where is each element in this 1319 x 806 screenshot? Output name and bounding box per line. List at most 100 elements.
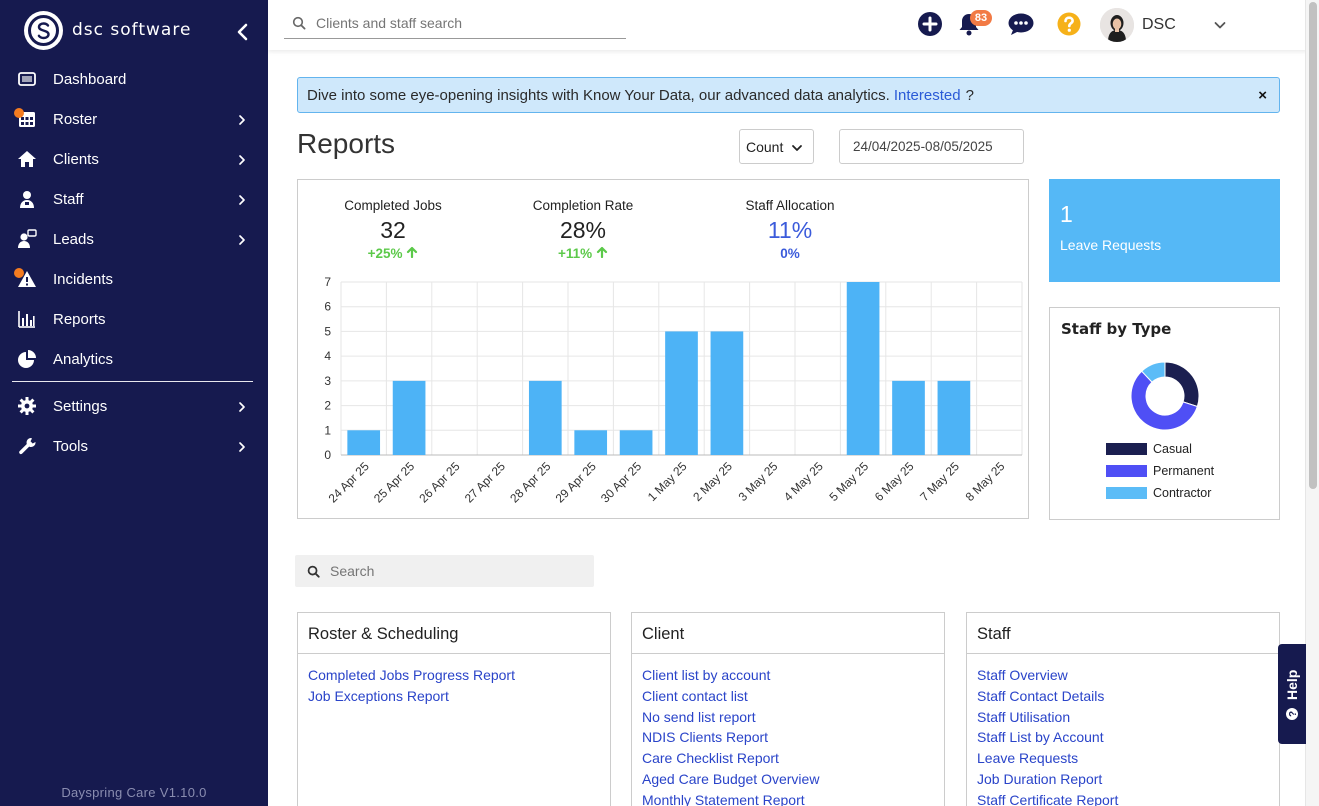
legend-swatch bbox=[1106, 465, 1147, 477]
sidebar-item-reports[interactable]: Reports bbox=[0, 301, 268, 337]
metric-select[interactable]: Count bbox=[739, 129, 814, 164]
stat-staff-allocation: Staff Allocation 11% 0% bbox=[723, 198, 857, 261]
sidebar-item-clients[interactable]: Clients bbox=[0, 141, 268, 177]
user-name[interactable]: DSC bbox=[1142, 16, 1176, 33]
leave-requests-card[interactable]: 1 Leave Requests bbox=[1049, 179, 1280, 282]
logo-mark-icon bbox=[24, 10, 63, 50]
help-tab[interactable]: Help ? bbox=[1278, 644, 1306, 744]
x-tick-label: 28 Apr 25 bbox=[507, 459, 553, 505]
wrench-icon bbox=[17, 436, 37, 456]
user-menu-chevron-down-icon[interactable] bbox=[1213, 18, 1227, 32]
user-avatar[interactable] bbox=[1100, 8, 1134, 42]
add-circle-icon[interactable] bbox=[917, 11, 943, 37]
sidebar-item-label: Settings bbox=[53, 397, 108, 415]
metric-select-value: Count bbox=[746, 138, 784, 155]
legend-label: Permanent bbox=[1153, 464, 1215, 478]
stat-change: +11% bbox=[516, 246, 650, 261]
scrollbar-thumb[interactable] bbox=[1309, 2, 1317, 489]
legend-item-permanent[interactable]: Permanent bbox=[1106, 464, 1214, 478]
sidebar-item-label: Roster bbox=[53, 110, 98, 128]
logo[interactable]: dsc software bbox=[24, 10, 191, 50]
report-category-title: Client bbox=[632, 613, 944, 654]
chart-bar[interactable] bbox=[937, 380, 971, 455]
x-tick-label: 29 Apr 25 bbox=[553, 459, 599, 505]
legend-item-casual[interactable]: Casual bbox=[1106, 442, 1192, 456]
global-search[interactable] bbox=[284, 8, 626, 39]
report-search[interactable] bbox=[295, 555, 594, 587]
report-link[interactable]: Client list by account bbox=[642, 667, 771, 683]
global-search-input[interactable] bbox=[316, 15, 616, 31]
sidebar-item-dashboard[interactable]: Dashboard bbox=[0, 61, 268, 97]
chevron-right-icon bbox=[236, 400, 248, 412]
report-link[interactable]: Care Checklist Report bbox=[642, 750, 779, 767]
legend-item-contractor[interactable]: Contractor bbox=[1106, 486, 1211, 500]
help-question-icon[interactable] bbox=[1056, 11, 1082, 37]
y-tick-label: 0 bbox=[324, 448, 331, 462]
report-link[interactable]: Staff Contact Details bbox=[977, 687, 1105, 704]
report-link[interactable]: Completed Jobs Progress Report bbox=[308, 667, 515, 683]
user-chat-icon bbox=[17, 229, 37, 249]
sidebar-item-staff[interactable]: Staff bbox=[0, 181, 268, 217]
date-range-input[interactable]: 24/04/2025-08/05/2025 bbox=[839, 129, 1024, 164]
report-link[interactable]: Staff List by Account bbox=[977, 729, 1104, 746]
report-link[interactable]: Job Exceptions Report bbox=[308, 687, 449, 704]
donut-slice-casual[interactable] bbox=[1164, 361, 1200, 408]
report-link[interactable]: Staff Certificate Report bbox=[977, 791, 1119, 806]
y-tick-label: 5 bbox=[324, 324, 331, 338]
notification-count-badge: 83 bbox=[970, 10, 992, 26]
logo-text: dsc software bbox=[72, 20, 192, 40]
chevron-right-icon bbox=[236, 440, 248, 452]
sidebar-item-tools[interactable]: Tools bbox=[0, 428, 268, 464]
y-tick-label: 6 bbox=[324, 300, 331, 314]
chart-bar[interactable] bbox=[665, 331, 698, 455]
banner-interested-link[interactable]: Interested bbox=[893, 86, 961, 104]
chart-bar[interactable] bbox=[347, 430, 381, 455]
sidebar-item-roster[interactable]: Roster bbox=[0, 101, 268, 137]
donut-slice-contractor[interactable] bbox=[1141, 361, 1166, 383]
chart-bar[interactable] bbox=[574, 430, 608, 455]
stat-completed-jobs: Completed Jobs 32 +25% bbox=[326, 198, 460, 261]
sidebar-divider bbox=[12, 381, 253, 382]
stat-change-text: +25% bbox=[367, 246, 403, 261]
report-link[interactable]: Monthly Statement Report bbox=[642, 791, 805, 806]
stat-value: 28% bbox=[559, 217, 607, 243]
chart-bar[interactable] bbox=[846, 282, 880, 455]
sidebar-item-incidents[interactable]: Incidents bbox=[0, 261, 268, 297]
chart-bar[interactable] bbox=[710, 331, 744, 455]
report-link[interactable]: Aged Care Budget Overview bbox=[642, 770, 820, 787]
arrow-up-icon bbox=[596, 246, 608, 259]
sidebar-item-leads[interactable]: Leads bbox=[0, 221, 268, 257]
sidebar-item-settings[interactable]: Settings bbox=[0, 388, 268, 424]
chart-bar[interactable] bbox=[392, 380, 426, 455]
page-scrollbar[interactable] bbox=[1305, 0, 1319, 806]
report-link[interactable]: Client contact list bbox=[642, 687, 748, 704]
x-tick-label: 5 May 25 bbox=[826, 459, 871, 504]
legend-swatch bbox=[1106, 443, 1147, 455]
report-link[interactable]: Leave Requests bbox=[977, 750, 1079, 767]
sidebar-collapse-icon[interactable] bbox=[234, 22, 252, 42]
report-link[interactable]: Staff Utilisation bbox=[977, 708, 1071, 725]
banner-suffix: ? bbox=[965, 86, 974, 104]
donut-slice-permanent[interactable] bbox=[1130, 370, 1198, 431]
help-tab-label: Help bbox=[1284, 670, 1300, 700]
banner-close-button[interactable]: × bbox=[1258, 87, 1267, 104]
x-tick-label: 1 May 25 bbox=[645, 459, 690, 504]
report-search-input[interactable] bbox=[330, 563, 580, 579]
search-icon bbox=[307, 565, 320, 578]
report-link[interactable]: Staff Overview bbox=[977, 667, 1068, 683]
sidebar-item-label: Tools bbox=[53, 437, 89, 455]
report-link[interactable]: No send list report bbox=[642, 708, 756, 725]
sidebar: dsc software Dashboard Roster Clients Staff… bbox=[0, 0, 268, 806]
messages-chat-icon[interactable] bbox=[1007, 11, 1034, 37]
jobs-chart-card: 0 1 2 3 4 5 6 7 24 Apr 25 25 Apr 25 26 Apr 25 27 Ap… bbox=[297, 179, 1029, 519]
report-link[interactable]: NDIS Clients Report bbox=[642, 729, 769, 746]
report-category-roster-scheduling: Roster & Scheduling Completed Jobs Progre… bbox=[297, 612, 611, 806]
chart-bar[interactable] bbox=[892, 380, 925, 455]
chart-bar[interactable] bbox=[528, 380, 562, 455]
stat-label: Completion Rate bbox=[532, 198, 634, 213]
report-link[interactable]: Job Duration Report bbox=[977, 770, 1103, 787]
sidebar-item-analytics[interactable]: Analytics bbox=[0, 341, 268, 377]
arrow-up-icon bbox=[407, 246, 418, 259]
chart-bar[interactable] bbox=[619, 430, 653, 455]
x-tick-label: 4 May 25 bbox=[781, 459, 826, 504]
